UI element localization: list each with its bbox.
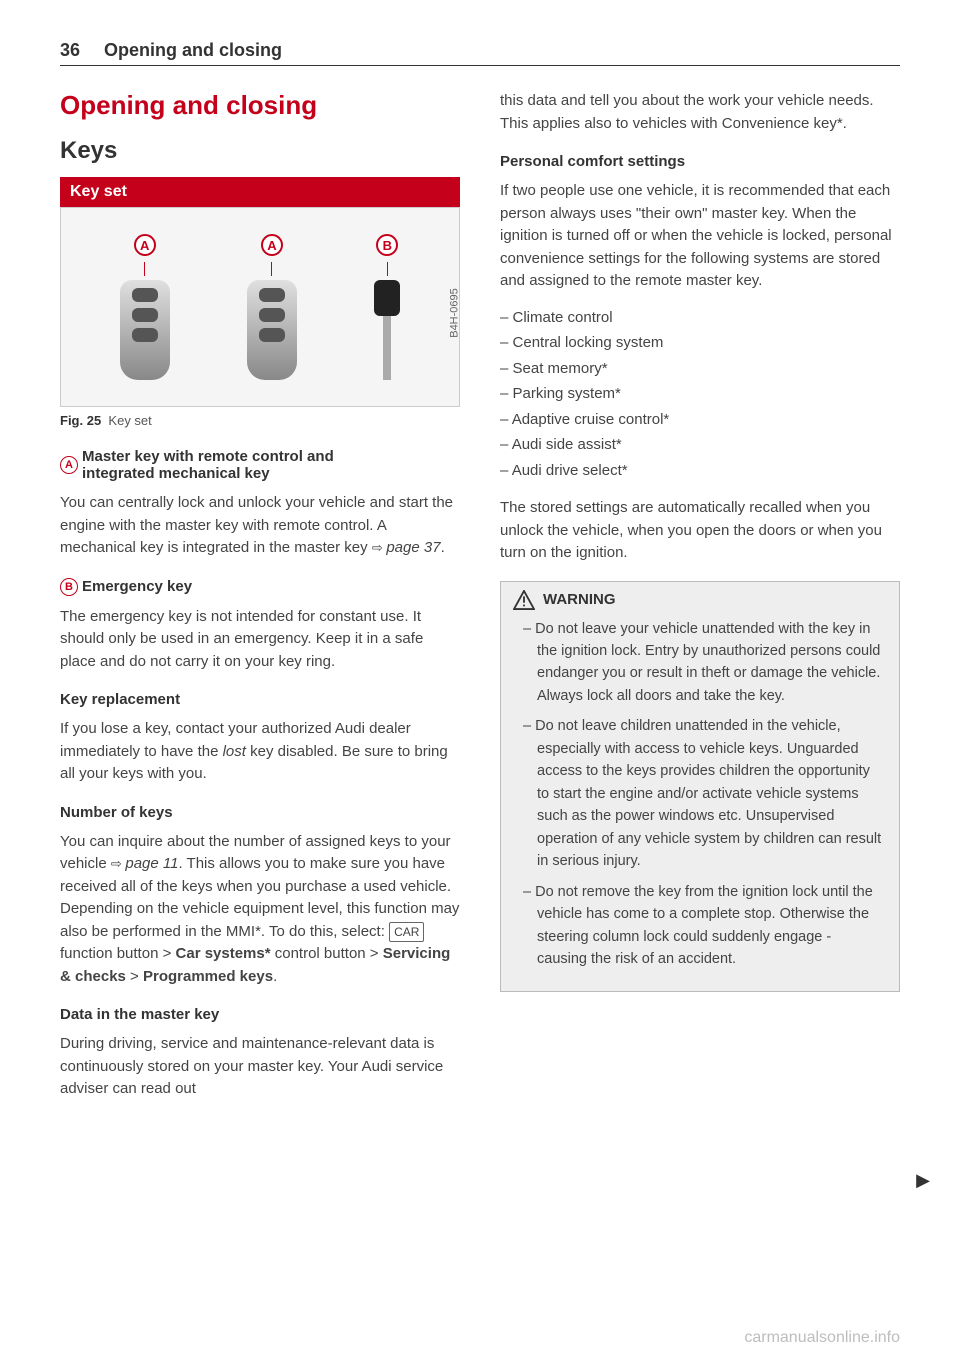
body-text: this data and tell you about the work yo… bbox=[500, 90, 900, 135]
warning-item: Do not leave your vehicle unattended wit… bbox=[523, 618, 885, 708]
warning-triangle-icon bbox=[513, 590, 535, 610]
right-column: this data and tell you about the work yo… bbox=[500, 90, 900, 1113]
page-header: 36 Opening and closing bbox=[60, 40, 900, 66]
list-item: Parking system* bbox=[500, 381, 900, 407]
warning-box: WARNING Do not leave your vehicle unatte… bbox=[500, 581, 900, 992]
callout-a-inline-icon: A bbox=[60, 456, 78, 474]
figure-number: Fig. 25 bbox=[60, 413, 101, 428]
heading-master-key: A Master key with remote control and int… bbox=[60, 448, 460, 482]
watermark: carmanualsonline.info bbox=[744, 1329, 900, 1347]
heading-text: Master key with remote control and bbox=[82, 448, 334, 465]
key-fob-icon bbox=[120, 280, 170, 380]
body-text: During driving, service and maintenance-… bbox=[60, 1033, 460, 1101]
body-text: If two people use one vehicle, it is rec… bbox=[500, 180, 900, 293]
figure-caption: Fig. 25 Key set bbox=[60, 413, 460, 428]
chapter-title: Opening and closing bbox=[60, 90, 460, 121]
list-item: Climate control bbox=[500, 305, 900, 331]
callout-a-icon: A bbox=[261, 234, 283, 256]
heading-key-replacement: Key replacement bbox=[60, 691, 460, 708]
callout-a-icon: A bbox=[134, 234, 156, 256]
warning-label: WARNING bbox=[543, 591, 616, 608]
list-item: Seat memory* bbox=[500, 356, 900, 382]
continue-arrow-icon: ▶ bbox=[916, 1170, 930, 1191]
heading-text: Emergency key bbox=[82, 578, 192, 595]
page-reference[interactable]: page 11 bbox=[125, 855, 178, 872]
key-a1: A bbox=[120, 234, 170, 380]
callout-line bbox=[144, 262, 145, 276]
list-item: Central locking system bbox=[500, 330, 900, 356]
warning-item: Do not leave children unattended in the … bbox=[523, 715, 885, 872]
body-text: You can centrally lock and unlock your v… bbox=[60, 492, 460, 560]
heading-text: integrated mechanical key bbox=[82, 465, 270, 482]
plain-key-icon bbox=[374, 280, 400, 380]
figure-code: B4H-0695 bbox=[449, 288, 461, 338]
content-columns: Opening and closing Keys Key set B4H-069… bbox=[60, 90, 900, 1113]
page-reference[interactable]: page 37 bbox=[386, 539, 440, 556]
subsection-banner: Key set bbox=[60, 177, 460, 207]
warning-header: WARNING bbox=[501, 582, 899, 618]
callout-line bbox=[271, 262, 272, 276]
body-text: You can inquire about the number of assi… bbox=[60, 831, 460, 989]
callout-b-inline-icon: B bbox=[60, 578, 78, 596]
left-column: Opening and closing Keys Key set B4H-069… bbox=[60, 90, 460, 1113]
warning-body: Do not leave your vehicle unattended wit… bbox=[501, 618, 899, 991]
heading-comfort-settings: Personal comfort settings bbox=[500, 153, 900, 170]
key-b: B bbox=[374, 234, 400, 380]
callout-line bbox=[387, 262, 388, 276]
list-item: Adaptive cruise control* bbox=[500, 407, 900, 433]
section-title: Keys bbox=[60, 137, 460, 165]
heading-emergency-key: B Emergency key bbox=[60, 578, 460, 596]
body-text: If you lose a key, contact your authoriz… bbox=[60, 718, 460, 786]
page-number: 36 bbox=[60, 40, 80, 61]
heading-number-of-keys: Number of keys bbox=[60, 804, 460, 821]
car-button-icon: CAR bbox=[389, 922, 424, 942]
list-item: Audi side assist* bbox=[500, 432, 900, 458]
figure-keyset: B4H-0695 A A B bbox=[60, 207, 460, 407]
body-text: The emergency key is not intended for co… bbox=[60, 606, 460, 674]
heading-data-master-key: Data in the master key bbox=[60, 1006, 460, 1023]
warning-item: Do not remove the key from the ignition … bbox=[523, 881, 885, 971]
key-fob-icon bbox=[247, 280, 297, 380]
figure-caption-text: Key set bbox=[108, 413, 151, 428]
list-item: Audi drive select* bbox=[500, 458, 900, 484]
comfort-list: Climate control Central locking system S… bbox=[500, 305, 900, 484]
running-head: Opening and closing bbox=[104, 40, 282, 61]
body-text: The stored settings are automatically re… bbox=[500, 497, 900, 565]
key-a2: A bbox=[247, 234, 297, 380]
callout-b-icon: B bbox=[376, 234, 398, 256]
